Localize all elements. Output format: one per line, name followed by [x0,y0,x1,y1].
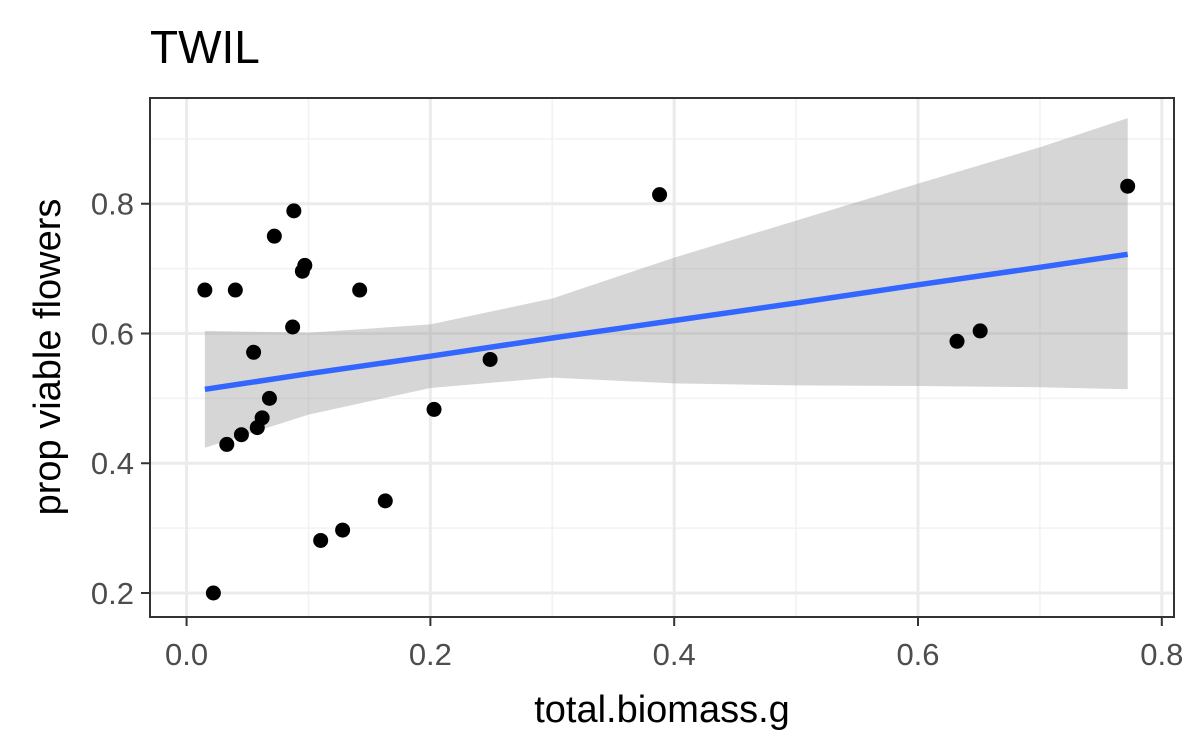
data-point [219,436,235,452]
data-point [254,410,270,426]
x-tick-label: 0.8 [1140,637,1183,672]
data-point [335,522,351,538]
panel-border [149,97,1175,618]
confidence-ribbon [204,118,1128,448]
y-axis-title: prop viable flowers [27,199,69,516]
x-tick-label: 0.6 [896,637,939,672]
data-point [949,333,965,349]
x-tick-label: 0.4 [653,637,696,672]
data-point [197,282,213,298]
data-point [261,390,277,406]
data-point [233,427,249,443]
fit-line [204,251,1129,393]
y-tick-label: 0.8 [91,187,134,222]
y-tick-label: 0.2 [91,576,134,611]
data-point [1120,178,1136,194]
data-point [286,203,302,219]
data-point [652,187,668,203]
data-point [972,323,988,339]
data-point [266,228,282,244]
data-point [426,401,442,417]
y-tick-label: 0.6 [91,316,134,351]
data-point [313,532,329,548]
data-point [246,344,262,360]
panel-background [150,98,1174,617]
data-point [482,351,498,367]
y-tick-label: 0.4 [91,446,134,481]
data-point [227,282,243,298]
data-point [297,257,313,273]
data-point [377,493,393,509]
x-tick-label: 0.0 [165,637,208,672]
chart-title: TWIL [150,21,260,73]
plot-panel [149,97,1175,618]
data-point [285,319,301,335]
x-tick-label: 0.2 [409,637,452,672]
data-point [205,585,221,601]
data-point [352,282,368,298]
x-axis-title: total.biomass.g [534,689,790,731]
